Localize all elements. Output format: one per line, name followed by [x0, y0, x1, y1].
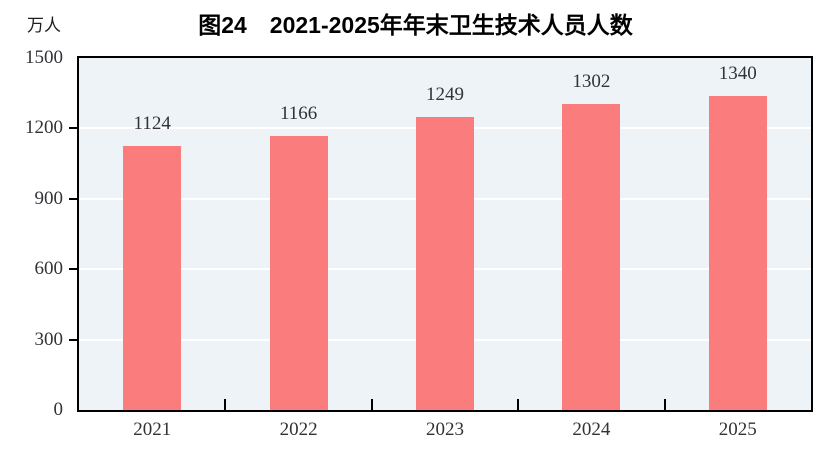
- x-tick-label-2021: 2021: [133, 419, 172, 440]
- x-axis-tick: [663, 399, 666, 410]
- y-tick-label: 600: [34, 258, 64, 280]
- x-tick-label-2024: 2024: [572, 419, 611, 440]
- y-tick-label: 1200: [25, 117, 63, 139]
- x-tick-label-2025: 2025: [718, 419, 757, 440]
- y-axis-tick: [69, 268, 77, 271]
- value-label-2025: 1340: [718, 62, 757, 84]
- value-label-2023: 1249: [426, 83, 464, 105]
- x-tick-label-2022: 2022: [279, 419, 318, 440]
- y-axis-tick: [69, 197, 77, 200]
- value-label-2024: 1302: [572, 71, 611, 93]
- plot-area: 1124 1166 1249 1302 1340: [77, 56, 813, 412]
- y-axis-unit-label: 万人: [27, 16, 61, 35]
- bar-2025: [708, 95, 767, 410]
- value-label-2022: 1166: [279, 103, 318, 125]
- chart-title: 图24 2021-2025年年末卫生技术人员人数: [198, 12, 633, 38]
- y-tick-label: 900: [34, 187, 64, 209]
- y-tick-label: 300: [34, 328, 64, 350]
- x-tick-label-2023: 2023: [426, 419, 464, 440]
- x-axis-tick: [370, 399, 373, 410]
- y-axis-tick: [69, 127, 77, 130]
- bar-2022: [269, 136, 328, 410]
- x-axis-tick: [517, 399, 520, 410]
- y-axis-tick: [69, 338, 77, 341]
- bar-2021: [123, 146, 182, 410]
- x-axis-tick: [224, 399, 227, 410]
- bar-2024: [562, 104, 621, 410]
- y-tick-label: 1500: [25, 47, 63, 68]
- y-tick-label: 0: [53, 399, 64, 420]
- bar-2023: [416, 116, 474, 410]
- value-label-2021: 1124: [133, 113, 171, 135]
